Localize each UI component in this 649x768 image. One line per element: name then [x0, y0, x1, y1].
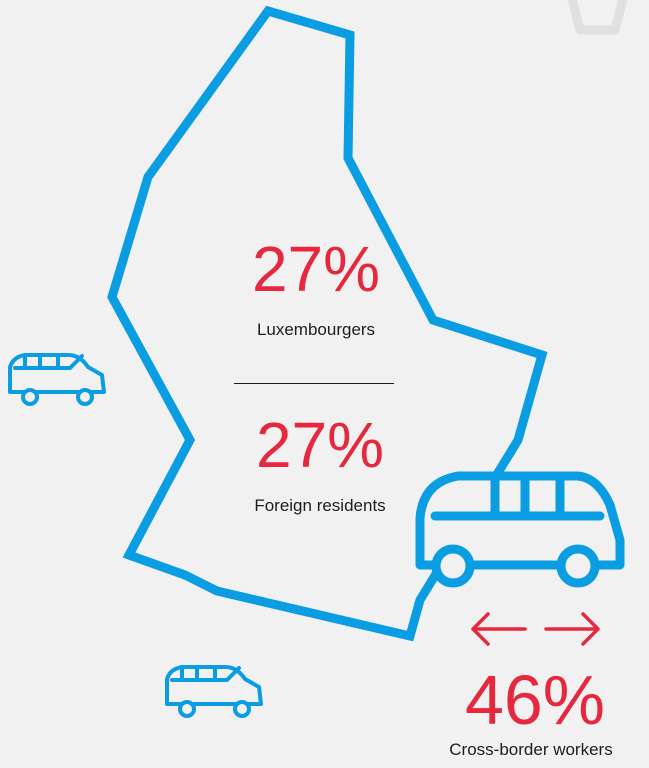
cross-border-percentage: 46%	[464, 661, 606, 739]
divider-line	[234, 383, 394, 384]
foreign-residents-label: Foreign residents	[254, 496, 386, 515]
luxembourgers-percentage: 27%	[251, 233, 381, 305]
luxembourgers-label: Luxembourgers	[256, 320, 376, 339]
corner-shape-icon	[567, 0, 628, 35]
foreign-residents-percentage: 27%	[255, 409, 385, 481]
cross-border-label: Cross-border workers	[449, 740, 613, 759]
luxembourg-map-outline-icon	[107, 5, 548, 642]
car-icon	[165, 665, 263, 718]
car-icon	[8, 353, 106, 406]
car-icon	[415, 471, 625, 588]
left-right-arrows-icon	[471, 612, 600, 646]
